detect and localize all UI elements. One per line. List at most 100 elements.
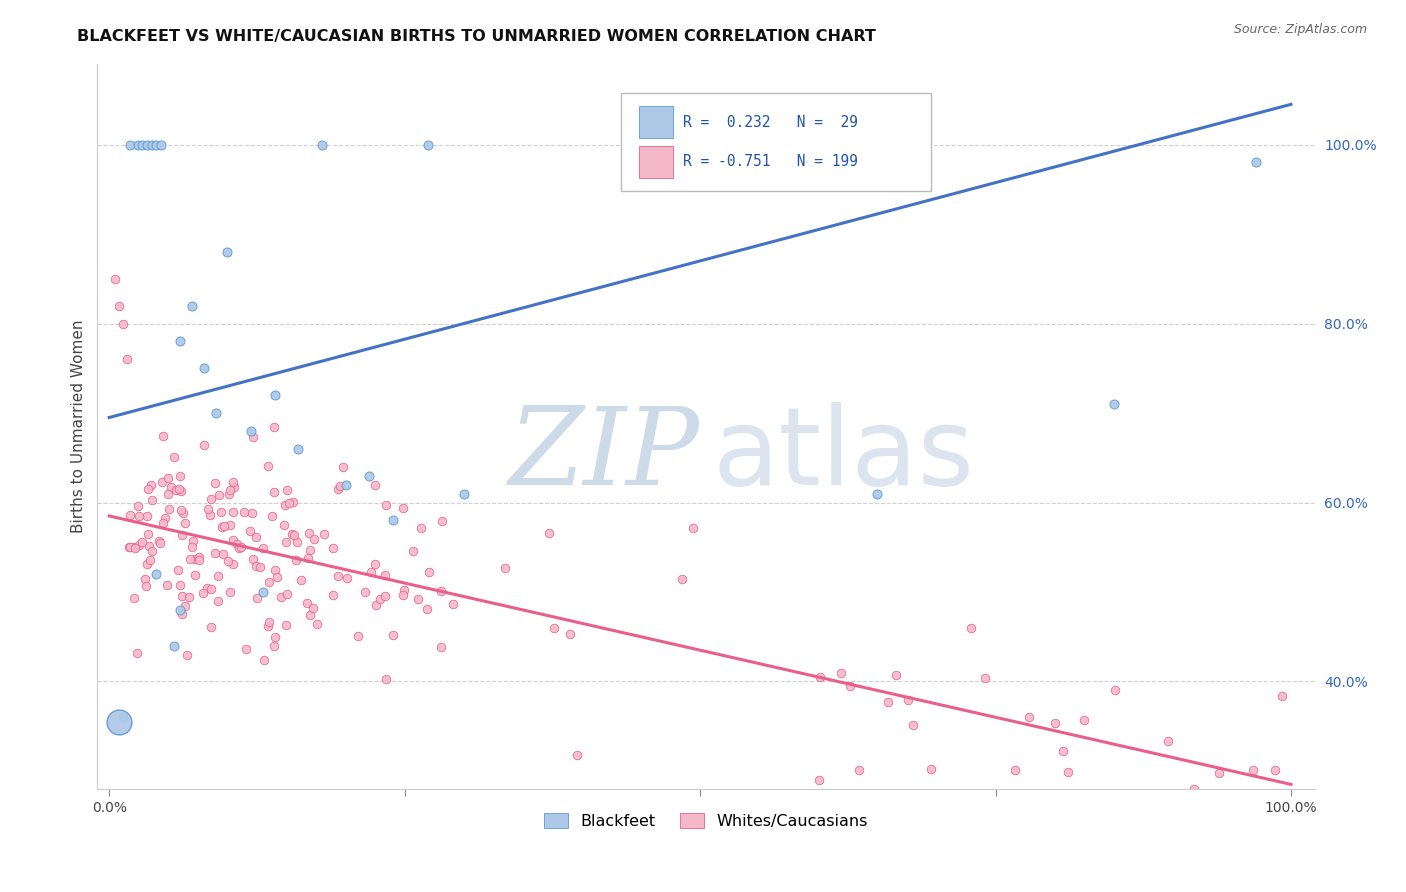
Point: [301, 600, 323, 615]
Text: R = -0.751   N = 199: R = -0.751 N = 199: [683, 154, 858, 169]
Point: [174, 599, 197, 613]
Point: [179, 552, 201, 566]
Point: [374, 568, 396, 582]
Point: [299, 607, 322, 622]
Point: [259, 615, 281, 629]
Text: BLACKFEET VS WHITE/CAUCASIAN BIRTHS TO UNMARRIED WOMEN CORRELATION CHART: BLACKFEET VS WHITE/CAUCASIAN BIRTHS TO U…: [77, 29, 876, 44]
Point: [363, 478, 385, 492]
Point: [222, 475, 245, 489]
Point: [270, 590, 292, 604]
Point: [150, 475, 173, 490]
Point: [276, 587, 298, 601]
Point: [122, 591, 145, 606]
Point: [222, 480, 245, 494]
Point: [429, 583, 451, 598]
Point: [163, 639, 186, 653]
Point: [538, 526, 561, 541]
Point: [897, 693, 920, 707]
Point: [354, 585, 377, 599]
Point: [118, 541, 141, 555]
Point: [125, 646, 148, 660]
Point: [263, 485, 285, 500]
Point: [172, 528, 194, 542]
Point: [181, 540, 204, 554]
Point: [322, 588, 344, 602]
Point: [138, 482, 160, 496]
Point: [441, 597, 464, 611]
Point: [375, 672, 398, 686]
Point: [335, 477, 357, 491]
Point: [256, 619, 278, 633]
Point: [263, 563, 285, 577]
Point: [217, 244, 239, 259]
Point: [219, 483, 242, 497]
Point: [285, 535, 308, 549]
Point: [204, 546, 226, 560]
Point: [112, 317, 135, 331]
Point: [170, 484, 193, 499]
Point: [207, 594, 229, 608]
Point: [167, 563, 190, 577]
Point: [299, 543, 322, 558]
Point: [200, 582, 222, 596]
Point: [866, 486, 889, 500]
Point: [671, 572, 693, 586]
Point: [307, 617, 329, 632]
Point: [418, 565, 440, 579]
Point: [138, 553, 160, 567]
Point: [298, 526, 321, 541]
Point: [884, 668, 907, 682]
Point: [127, 137, 149, 152]
Text: atlas: atlas: [711, 402, 974, 508]
Point: [263, 639, 285, 653]
Point: [184, 552, 207, 566]
Point: [368, 591, 391, 606]
Point: [172, 507, 194, 521]
Point: [181, 534, 204, 549]
Point: [328, 569, 350, 583]
Point: [212, 519, 235, 533]
Point: [1073, 713, 1095, 727]
Point: [877, 695, 900, 709]
Point: [157, 502, 180, 516]
Point: [141, 492, 163, 507]
Point: [312, 526, 335, 541]
Point: [1264, 764, 1286, 778]
Point: [240, 506, 263, 520]
Point: [246, 591, 269, 605]
Point: [124, 541, 146, 555]
Point: [1052, 743, 1074, 757]
Point: [131, 137, 153, 152]
Point: [1182, 781, 1205, 796]
Point: [134, 572, 156, 586]
Point: [284, 552, 307, 566]
Point: [145, 567, 167, 582]
Point: [276, 483, 298, 497]
Point: [170, 503, 193, 517]
Point: [209, 505, 232, 519]
Point: [128, 509, 150, 524]
Point: [138, 539, 160, 553]
Point: [118, 541, 141, 555]
Point: [974, 672, 997, 686]
Point: [141, 137, 163, 152]
Point: [169, 334, 191, 349]
Point: [193, 361, 215, 376]
Point: [167, 482, 190, 496]
Point: [415, 601, 437, 615]
Point: [311, 137, 333, 152]
Point: [122, 540, 145, 554]
Point: [120, 137, 142, 152]
Point: [173, 516, 195, 531]
Point: [197, 501, 219, 516]
Y-axis label: Births to Unmarried Women: Births to Unmarried Women: [72, 319, 86, 533]
Point: [374, 498, 396, 512]
Point: [364, 598, 387, 612]
Point: [1004, 763, 1026, 777]
Point: [188, 549, 211, 564]
Point: [242, 430, 264, 444]
Point: [107, 714, 129, 729]
Point: [1157, 734, 1180, 748]
Point: [235, 642, 257, 657]
Point: [163, 450, 186, 464]
